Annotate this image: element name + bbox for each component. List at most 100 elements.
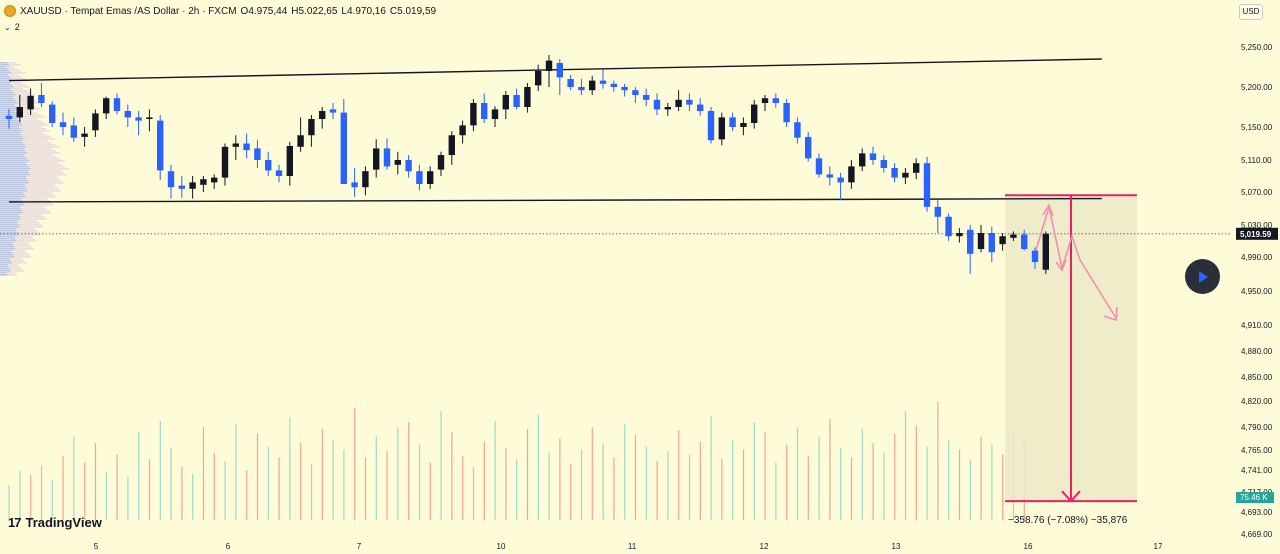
profile-bar [0,144,56,146]
volume-bar [818,436,820,520]
volume-bar [991,444,993,520]
profile-bar [0,248,34,250]
candle-body [740,123,747,127]
volume-bar [807,456,809,520]
profile-bar [0,188,59,190]
profile-bar-core [0,250,12,252]
candle-body [373,148,380,170]
profile-bar [0,166,66,168]
profile-bar-core [0,236,15,238]
profile-bar [0,250,25,252]
volume-bar [840,448,842,520]
candle-body [481,103,488,119]
profile-bar [0,254,30,256]
profile-bar-core [0,86,14,88]
profile-bar [0,260,25,262]
profile-bar-core [0,186,26,188]
volume-bar [796,427,799,520]
candle-body [610,83,617,87]
volume-bar [30,475,32,520]
profile-bar [0,110,33,112]
volume-bar [418,444,421,520]
profile-bar-core [0,110,15,112]
candle-body [254,148,261,160]
candle-body [200,179,207,185]
projection-arrowhead-0 [1042,203,1054,217]
volume-bar [634,435,637,520]
profile-bar-core [0,106,17,108]
profile-bar-core [0,234,19,236]
candle-body [286,145,293,176]
indicator-toggle[interactable]: ⌄ 2 [4,22,20,32]
profile-bar-core [0,260,12,262]
volume-bar [732,440,734,520]
profile-bar-core [0,166,30,168]
profile-bar-core [0,74,9,76]
profile-bar [0,68,18,70]
volume-bar [148,459,151,520]
currency-button[interactable]: USD [1239,4,1263,20]
volume-bar [354,408,356,520]
profile-bar [0,174,67,176]
profile-bar-core [0,268,10,270]
profile-bar-core [0,182,29,184]
price-axis: 5,250.00 5,200.00 5,150.00 5,110.00 5,070.00… [1236,43,1278,539]
profile-bar-core [0,82,11,84]
symbol-title[interactable]: XAUUSD · Tempat Emas /AS Dollar · 2h · F… [20,5,237,17]
volume-bar [224,460,226,520]
tradingview-mark-icon: 17 [8,515,22,530]
volume-bar [580,449,583,520]
profile-bar-core [0,80,14,82]
profile-bar-core [0,152,27,154]
volume-bar [980,436,982,520]
profile-bar-core [0,222,18,224]
volume-bar [256,433,259,520]
candle-body [232,143,239,147]
profile-bar-core [0,128,21,130]
projection-arrowhead-1 [1055,259,1067,272]
candle-body [275,170,283,176]
candle-body [653,99,661,110]
profile-bar-core [0,98,15,100]
profile-bar-core [0,168,32,170]
symbol-header[interactable]: XAUUSD · Tempat Emas /AS Dollar · 2h · F… [4,4,440,18]
profile-bar [0,228,35,230]
profile-bar [0,124,50,126]
profile-bar [0,90,27,92]
channel-upper-line [8,58,1102,82]
profile-bar [0,240,37,242]
profile-bar-core [0,134,22,136]
replay-button[interactable] [1185,259,1220,294]
profile-bar-core [0,122,21,124]
candle-body [38,95,45,103]
profile-bar-core [0,138,25,140]
candle-body [977,233,985,249]
candle-body [362,171,369,188]
profile-bar [0,172,65,174]
profile-bar-core [0,200,23,202]
profile-bar-core [0,108,19,110]
price-tick: 4,765.00 [1241,446,1273,455]
price-tick: 5,200.00 [1241,83,1273,92]
volume-bar [602,443,604,520]
profile-bar [0,222,40,224]
candle-body [265,160,272,171]
profile-bar [0,126,43,128]
profile-bar [0,256,32,258]
volume-bar [408,422,410,520]
volume-bar [332,440,334,520]
profile-bar [0,142,52,144]
volume-bar [764,432,766,520]
tradingview-logo[interactable]: 17 TradingView [8,515,102,530]
price-tick: 4,950.00 [1241,287,1273,296]
profile-bar-core [0,194,25,196]
volume-bar [948,440,950,520]
profile-bar-core [0,88,11,90]
volume-bar [786,444,788,520]
volume-bar [267,446,269,520]
volume-bar [73,436,75,520]
profile-bar [0,168,70,170]
profile-bar-core [0,188,27,190]
profile-bar [0,88,24,90]
